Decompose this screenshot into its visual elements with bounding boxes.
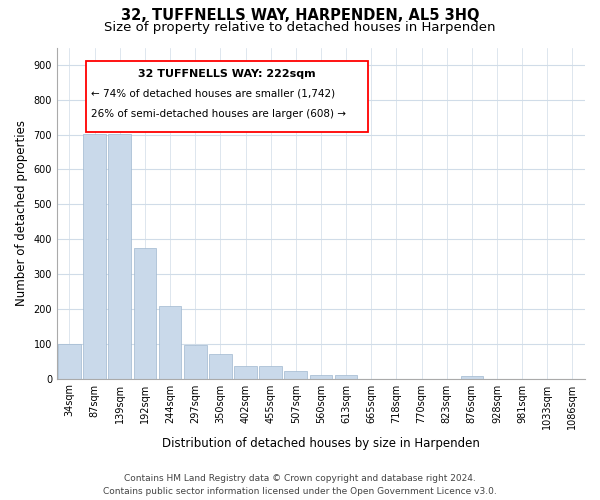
Bar <box>83 134 106 378</box>
Bar <box>461 376 483 378</box>
Text: 32, TUFFNELLS WAY, HARPENDEN, AL5 3HQ: 32, TUFFNELLS WAY, HARPENDEN, AL5 3HQ <box>121 8 479 22</box>
Y-axis label: Number of detached properties: Number of detached properties <box>15 120 28 306</box>
Bar <box>310 375 332 378</box>
Bar <box>109 134 131 378</box>
Bar <box>284 371 307 378</box>
Bar <box>134 248 156 378</box>
Text: ← 74% of detached houses are smaller (1,742): ← 74% of detached houses are smaller (1,… <box>91 89 335 99</box>
Bar <box>159 306 181 378</box>
Bar <box>58 344 81 378</box>
Text: Contains HM Land Registry data © Crown copyright and database right 2024.
Contai: Contains HM Land Registry data © Crown c… <box>103 474 497 496</box>
Bar <box>259 366 282 378</box>
Bar <box>335 375 358 378</box>
Bar <box>209 354 232 378</box>
Bar <box>184 346 206 378</box>
FancyBboxPatch shape <box>86 60 368 132</box>
Text: 26% of semi-detached houses are larger (608) →: 26% of semi-detached houses are larger (… <box>91 108 346 118</box>
Text: Size of property relative to detached houses in Harpenden: Size of property relative to detached ho… <box>104 21 496 34</box>
X-axis label: Distribution of detached houses by size in Harpenden: Distribution of detached houses by size … <box>162 437 480 450</box>
Text: 32 TUFFNELLS WAY: 222sqm: 32 TUFFNELLS WAY: 222sqm <box>139 69 316 79</box>
Bar <box>234 366 257 378</box>
